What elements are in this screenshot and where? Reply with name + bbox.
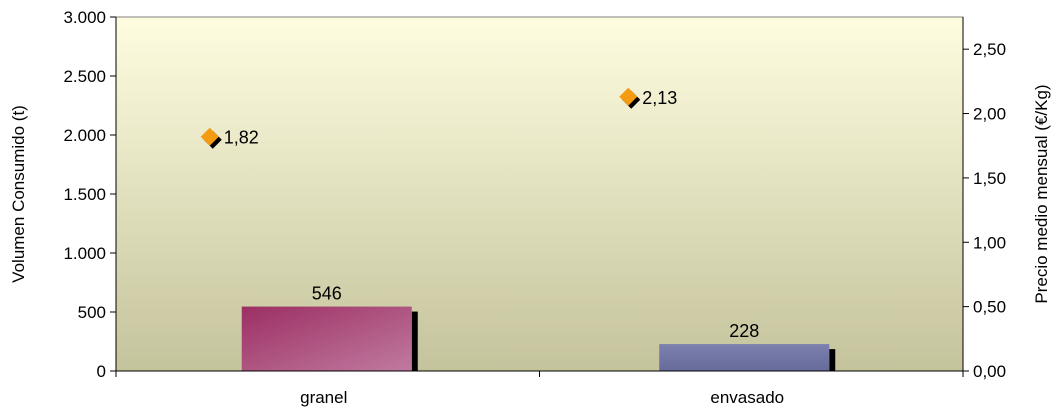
marker-value-label-envasado: 2,13 — [642, 88, 677, 108]
y-axis-title: Volumen Consumido (t) — [9, 105, 28, 283]
y-tick-label: 0 — [97, 362, 106, 381]
bar-shadow-envasado — [829, 349, 836, 371]
y2-tick-label: 2,00 — [973, 105, 1006, 124]
y-tick-label: 500 — [78, 303, 106, 322]
y2-tick-label: 0,50 — [973, 298, 1006, 317]
y2-axis-title: Precio medio mensual (€/Kg) — [1032, 84, 1051, 303]
y2-tick-label: 1,50 — [973, 169, 1006, 188]
marker-granel — [200, 127, 219, 146]
y2-tick-label: 2,50 — [973, 40, 1006, 59]
bar-value-label-granel: 546 — [312, 284, 342, 304]
x-tick-label-envasado: envasado — [710, 388, 784, 407]
bar-envasado — [659, 344, 830, 371]
y2-tick-label: 1,00 — [973, 233, 1006, 252]
x-tick-label-granel: granel — [300, 388, 347, 407]
y-tick-label: 2.000 — [63, 126, 106, 145]
marker-value-label-granel: 1,82 — [224, 128, 259, 148]
y2-tick-label: 0,00 — [973, 362, 1006, 381]
y-tick-label: 1.500 — [63, 185, 106, 204]
bar-shadow-granel — [411, 311, 418, 371]
bar-value-label-envasado: 228 — [729, 321, 759, 341]
y-tick-label: 2.500 — [63, 67, 106, 86]
y-tick-label: 1.000 — [63, 244, 106, 263]
marker-envasado — [619, 87, 638, 106]
bar-granel — [241, 306, 412, 371]
y-tick-label: 3.000 — [63, 8, 106, 27]
